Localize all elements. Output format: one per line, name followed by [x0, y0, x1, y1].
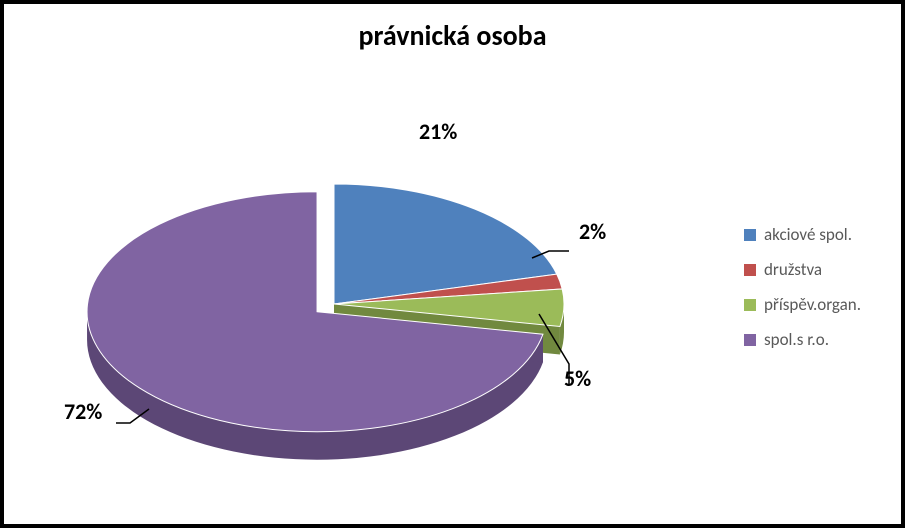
chart-frame: právnická osoba 21%2%5%72% akciové spol.… [0, 0, 905, 528]
legend-item: příspěv.organ. [744, 294, 861, 315]
legend-item: akciové spol. [744, 224, 861, 245]
legend-swatch [744, 264, 756, 276]
legend: akciové spol. družstva příspěv.organ. spol.… [744, 224, 861, 364]
legend-swatch [744, 334, 756, 346]
legend-label: spol.s r.o. [764, 329, 829, 350]
legend-label: akciové spol. [764, 224, 852, 245]
data-label: 72% [64, 398, 102, 425]
legend-item: spol.s r.o. [744, 329, 861, 350]
legend-swatch [744, 299, 756, 311]
data-label: 21% [419, 118, 457, 145]
data-label: 2% [579, 218, 606, 245]
legend-label: příspěv.organ. [764, 294, 861, 315]
legend-swatch [744, 229, 756, 241]
legend-item: družstva [744, 259, 861, 280]
legend-label: družstva [764, 259, 822, 280]
data-label: 5% [564, 365, 591, 392]
